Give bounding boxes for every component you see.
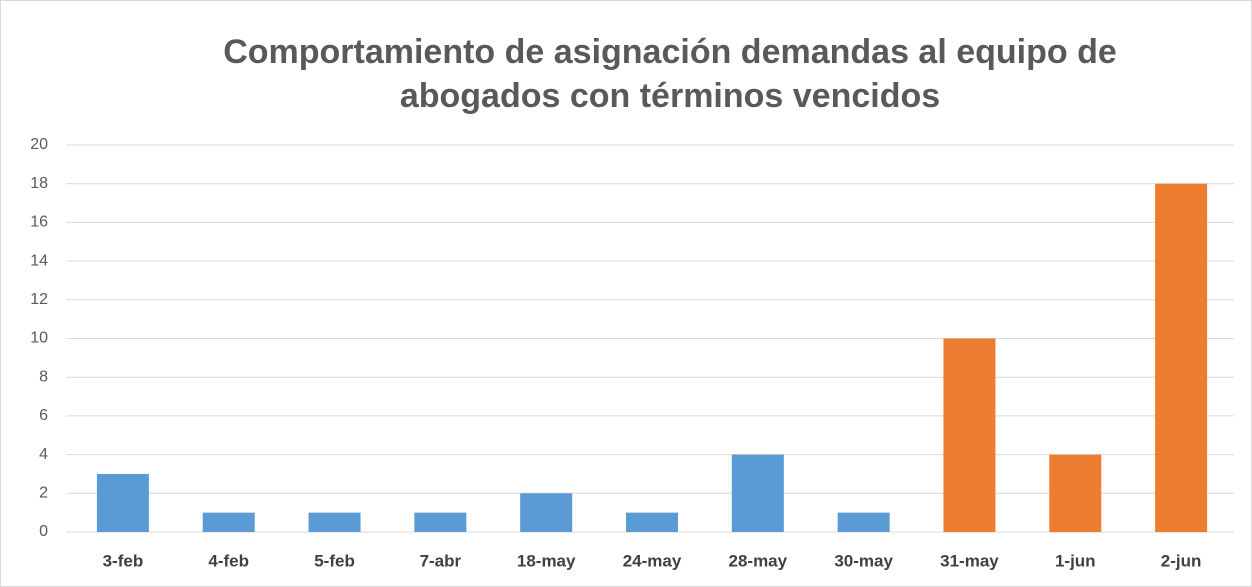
x-tick-label: 28-may <box>729 551 788 570</box>
x-tick-label: 24-may <box>623 551 682 570</box>
x-tick-label: 4-feb <box>208 551 249 570</box>
bar <box>96 473 149 532</box>
y-tick-label: 18 <box>30 175 48 192</box>
y-tick-label: 16 <box>30 214 48 231</box>
y-tick-label: 6 <box>39 407 48 424</box>
y-tick-label: 10 <box>30 330 48 347</box>
x-tick-label: 18-may <box>517 551 576 570</box>
x-tick-label: 30-may <box>834 551 893 570</box>
y-tick-label: 4 <box>39 446 48 463</box>
x-tick-label: 31-may <box>940 551 999 570</box>
x-tick-label: 5-feb <box>314 551 355 570</box>
bar <box>414 512 467 532</box>
x-tick-label: 1-jun <box>1055 551 1096 570</box>
bar <box>202 512 255 532</box>
y-tick-label: 12 <box>30 291 48 308</box>
bar <box>1049 454 1102 532</box>
bar <box>837 512 890 532</box>
x-tick-label: 7-abr <box>420 551 462 570</box>
bar <box>520 493 573 532</box>
bar <box>1155 183 1208 532</box>
x-tick-label: 2-jun <box>1161 551 1202 570</box>
bar <box>626 512 678 532</box>
bar <box>308 512 361 532</box>
y-tick-label: 2 <box>39 485 48 502</box>
y-tick-label: 0 <box>39 523 48 540</box>
y-tick-label: 20 <box>30 136 48 153</box>
x-tick-label: 3-feb <box>103 551 144 570</box>
bar <box>943 338 996 532</box>
y-tick-label: 8 <box>39 368 48 385</box>
bar <box>731 454 784 532</box>
y-tick-label: 14 <box>30 252 48 269</box>
chart-title: Comportamiento de asignación demandas al… <box>223 33 1117 115</box>
